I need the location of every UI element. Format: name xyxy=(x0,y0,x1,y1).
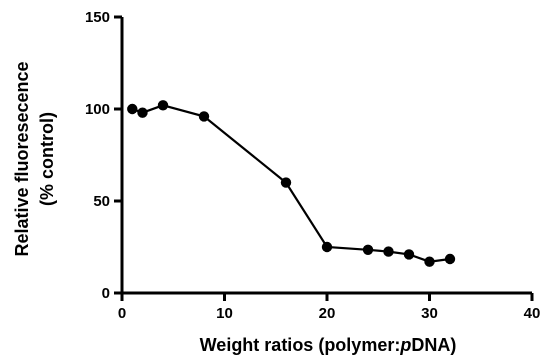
data-point xyxy=(383,246,394,257)
y-axis-title-line1: Relative fluoresecence xyxy=(12,61,32,256)
plot-area xyxy=(127,100,456,267)
y-axis: 0 50 100 150 xyxy=(85,9,124,302)
x-axis: 0 10 20 30 40 xyxy=(118,291,541,322)
data-point xyxy=(362,244,374,255)
x-tick-label: 30 xyxy=(421,305,438,322)
y-tick-label: 50 xyxy=(93,193,110,210)
y-axis-title: Relative fluoresecence (% control) xyxy=(12,61,57,256)
x-tick-label: 10 xyxy=(216,305,233,322)
data-point xyxy=(321,241,333,253)
data-point xyxy=(137,107,148,118)
y-tick-label: 0 xyxy=(102,285,110,302)
x-tick-label: 20 xyxy=(319,305,336,322)
data-point xyxy=(198,111,210,122)
data-point xyxy=(127,103,138,115)
data-point xyxy=(444,253,456,265)
y-tick-label: 150 xyxy=(85,9,110,26)
x-tick-label: 40 xyxy=(524,305,541,322)
series-line xyxy=(131,104,451,263)
data-point xyxy=(403,249,415,260)
y-tick-label: 100 xyxy=(85,101,110,118)
data-point xyxy=(424,256,435,267)
data-point xyxy=(157,100,169,111)
data-point xyxy=(280,177,292,188)
x-axis-title: Weight ratios (polymer:pDNA) xyxy=(200,335,457,355)
y-axis-title-line2: (% control) xyxy=(37,112,57,206)
x-tick-label: 0 xyxy=(118,305,126,322)
